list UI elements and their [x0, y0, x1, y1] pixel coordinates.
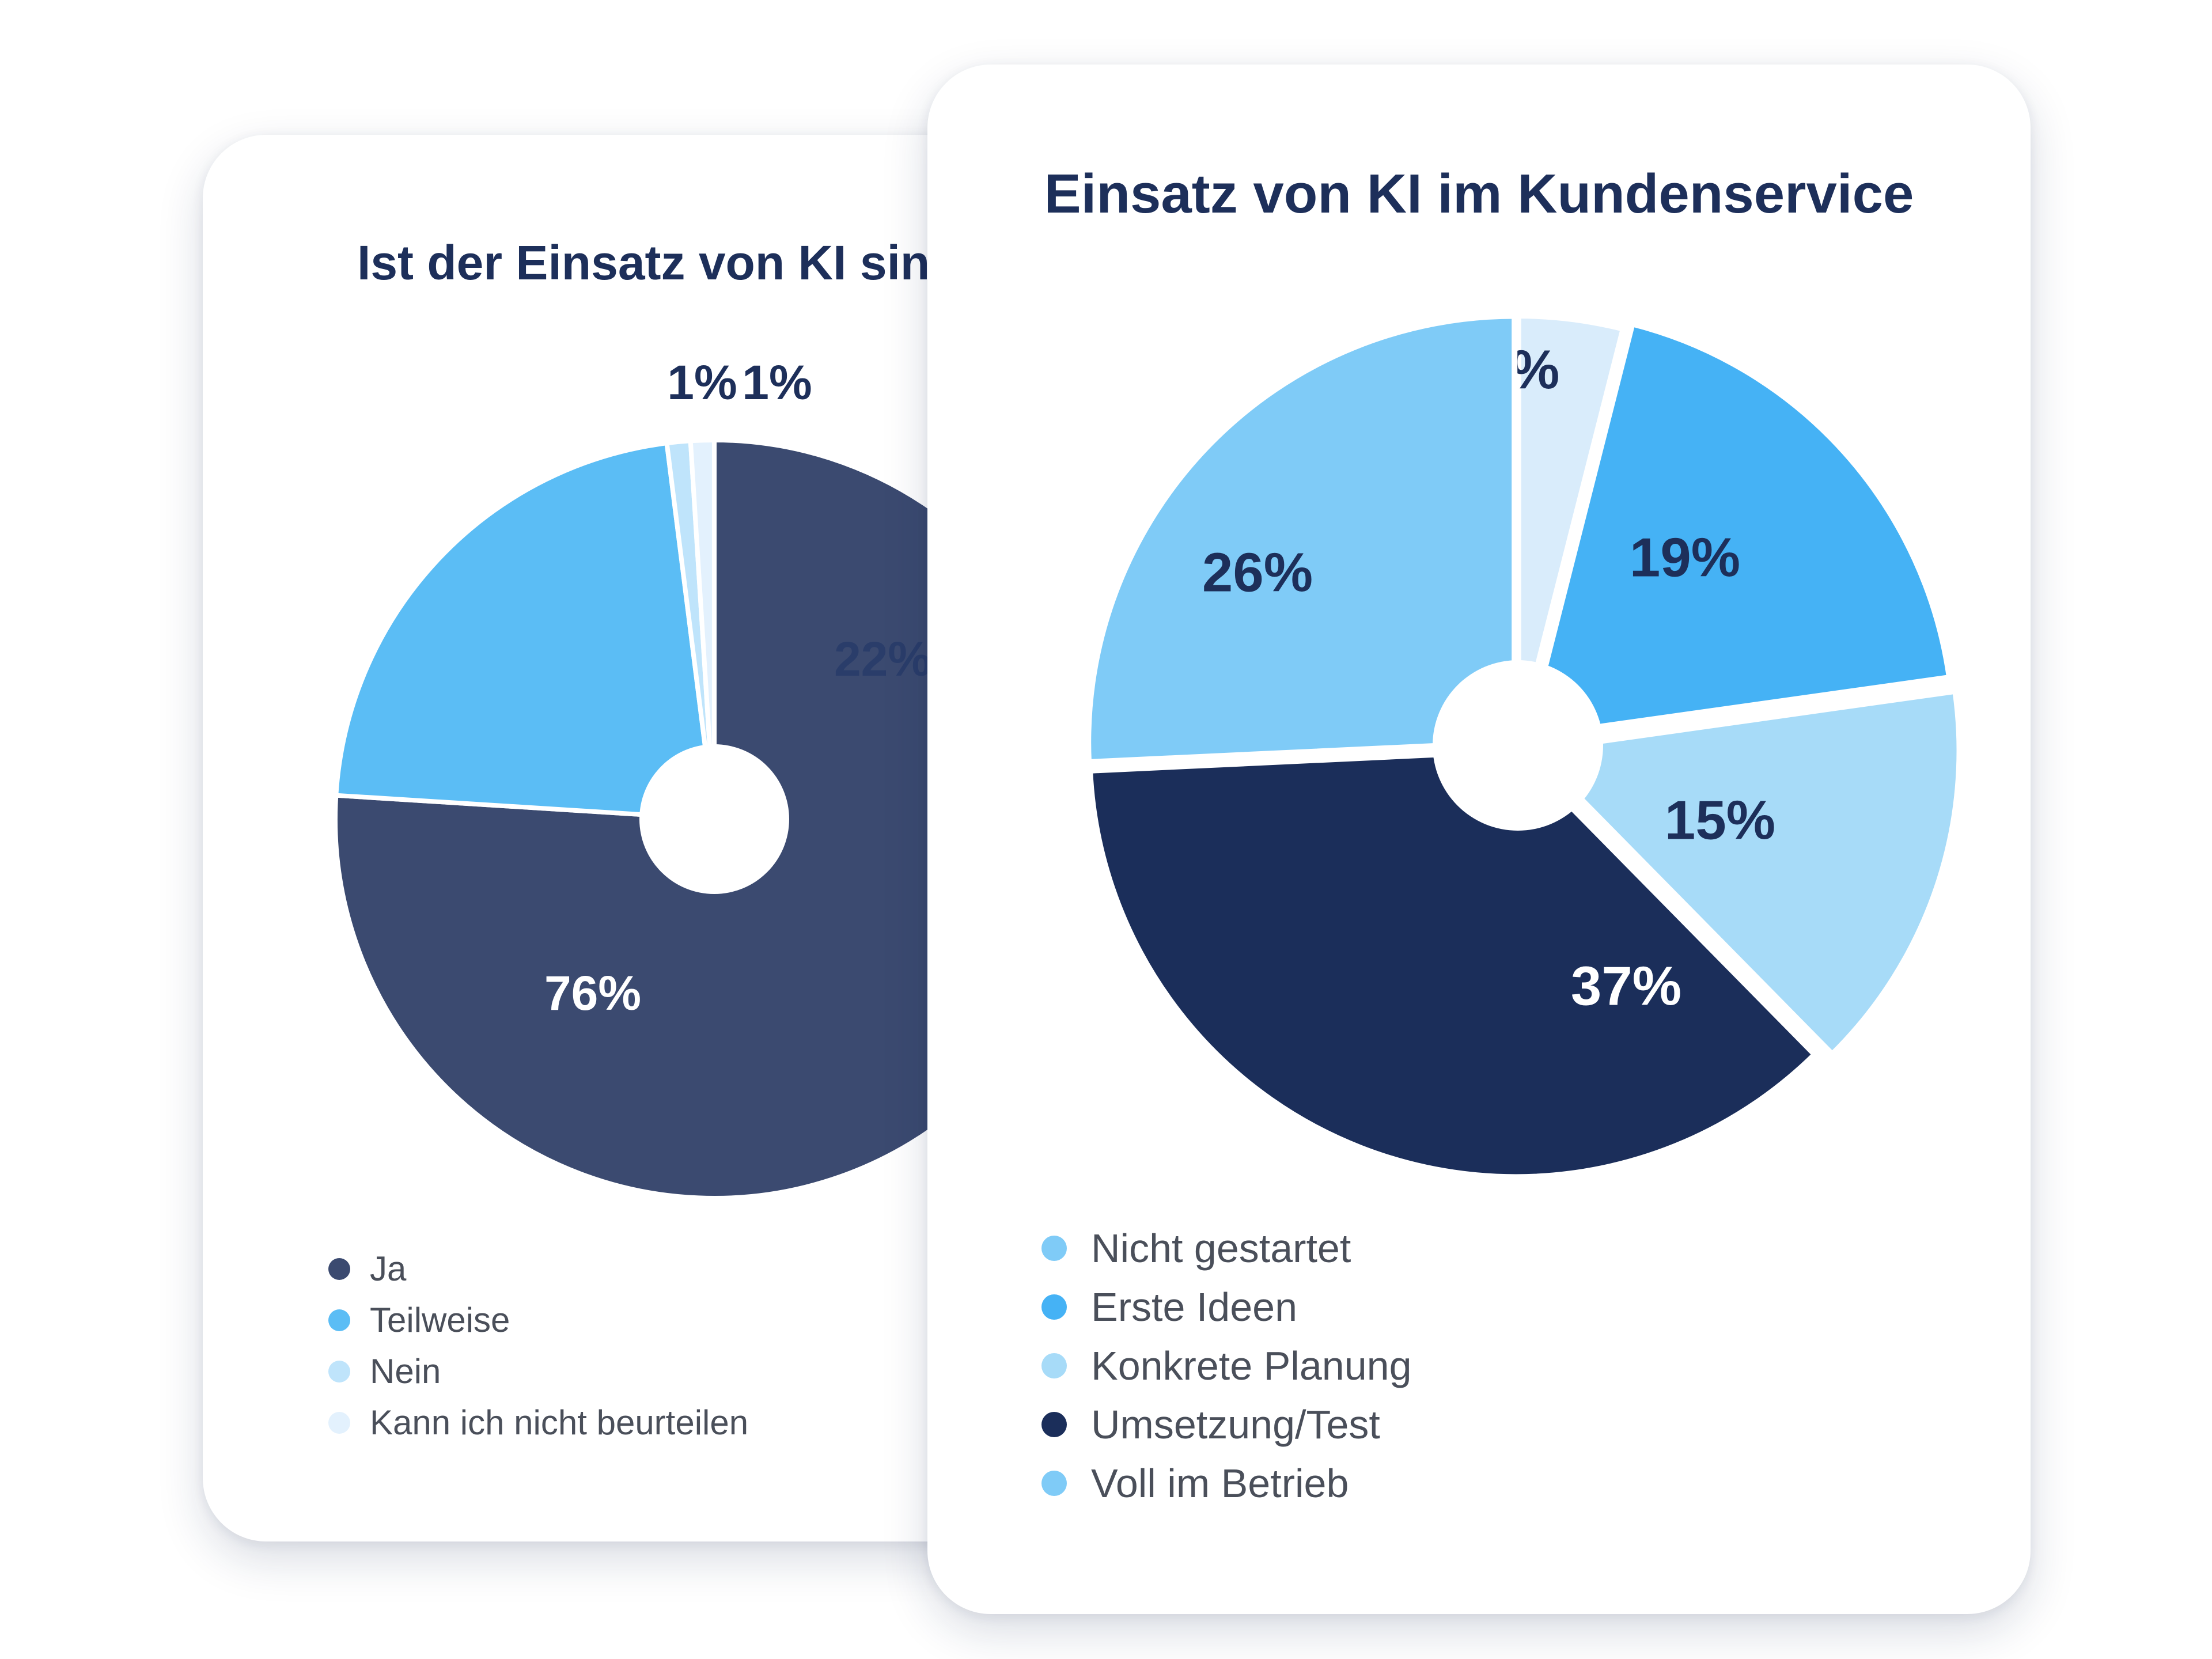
- legend-label: Nein: [370, 1352, 441, 1391]
- chart-card-ki-kundenservice: Einsatz von KI im Kundenservice 4% 19% 15%…: [927, 65, 2031, 1614]
- legend-dot-icon: [1041, 1353, 1067, 1378]
- legend-item-nicht-gestartet: Nicht gestartet: [1041, 1219, 1412, 1278]
- chart-legend: Ja Teilweise Nein Kann ich nicht beurteilen: [328, 1243, 748, 1448]
- legend-dot-icon: [328, 1257, 350, 1280]
- legend-dot-icon: [328, 1411, 350, 1434]
- pie-slice-voll-im-betrieb: [1515, 313, 1626, 745]
- pie-center-hole: [639, 744, 789, 894]
- pie-slice-umsetzung-test: [1087, 748, 1818, 1180]
- pie-center-hole: [1433, 660, 1603, 831]
- legend-item-nein: Nein: [328, 1346, 748, 1397]
- legend-label: Voll im Betrieb: [1091, 1461, 1349, 1506]
- legend-item-konkrete-planung: Konkrete Planung: [1041, 1336, 1412, 1395]
- legend-label: Ja: [370, 1249, 407, 1288]
- pie-chart: 4%19%15%37%26%: [1085, 313, 1963, 1180]
- pie-chart: 76% 22% 1% 1%: [333, 355, 1096, 1200]
- pie-slice-erste-ideen: [1524, 321, 1953, 740]
- chart-legend: Nicht gestartet Erste Ideen Konkrete Planu…: [1041, 1219, 1412, 1513]
- pie-label-nein: 1%: [667, 355, 737, 410]
- legend-label: Teilweise: [370, 1301, 510, 1339]
- legend-dot-icon: [328, 1360, 350, 1382]
- pie-label-nicht-gestartet: 26%: [1202, 542, 1313, 604]
- pie-slice-teilweise: [334, 441, 717, 821]
- pie-label-ja: 76%: [544, 966, 641, 1020]
- chart-title: Ist der Einsatz von KI sin: [357, 236, 930, 290]
- legend-item-kann-ich-nicht-beurteilen: Kann ich nicht beurteilen: [328, 1397, 748, 1448]
- legend-label: Kann ich nicht beurteilen: [370, 1403, 749, 1442]
- pie-label-kann-ich-nicht-beurteilen: 1%: [742, 355, 812, 410]
- legend-dot-icon: [328, 1309, 350, 1331]
- legend-item-teilweise: Teilweise: [328, 1294, 748, 1346]
- pie-slice-konkrete-planung: [1530, 688, 1963, 1058]
- pie-slice-nicht-gestartet: [1085, 313, 1518, 765]
- legend-label: Konkrete Planung: [1091, 1343, 1412, 1388]
- legend-dot-icon: [1041, 1294, 1067, 1320]
- legend-item-umsetzung-test: Umsetzung/Test: [1041, 1395, 1412, 1454]
- pie-label-umsetzung-test: 37%: [1571, 956, 1681, 1017]
- legend-dot-icon: [1041, 1471, 1067, 1496]
- pie-label-teilweise: 22%: [834, 632, 931, 686]
- pie-label-konkrete-planung: 15%: [1665, 790, 1775, 851]
- legend-dot-icon: [1041, 1412, 1067, 1437]
- legend-label: Erste Ideen: [1091, 1285, 1297, 1330]
- legend-label: Nicht gestartet: [1091, 1226, 1351, 1271]
- pie-label-erste-ideen: 19%: [1630, 527, 1740, 589]
- legend-item-voll-im-betrieb: Voll im Betrieb: [1041, 1454, 1412, 1513]
- legend-label: Umsetzung/Test: [1091, 1402, 1380, 1447]
- legend-item-erste-ideen: Erste Ideen: [1041, 1278, 1412, 1336]
- chart-title: Einsatz von KI im Kundenservice: [1044, 163, 1914, 225]
- legend-item-ja: Ja: [328, 1243, 748, 1294]
- pie-slice-kann-ich-nicht-beurteilen: [688, 438, 717, 821]
- legend-dot-icon: [1041, 1236, 1067, 1261]
